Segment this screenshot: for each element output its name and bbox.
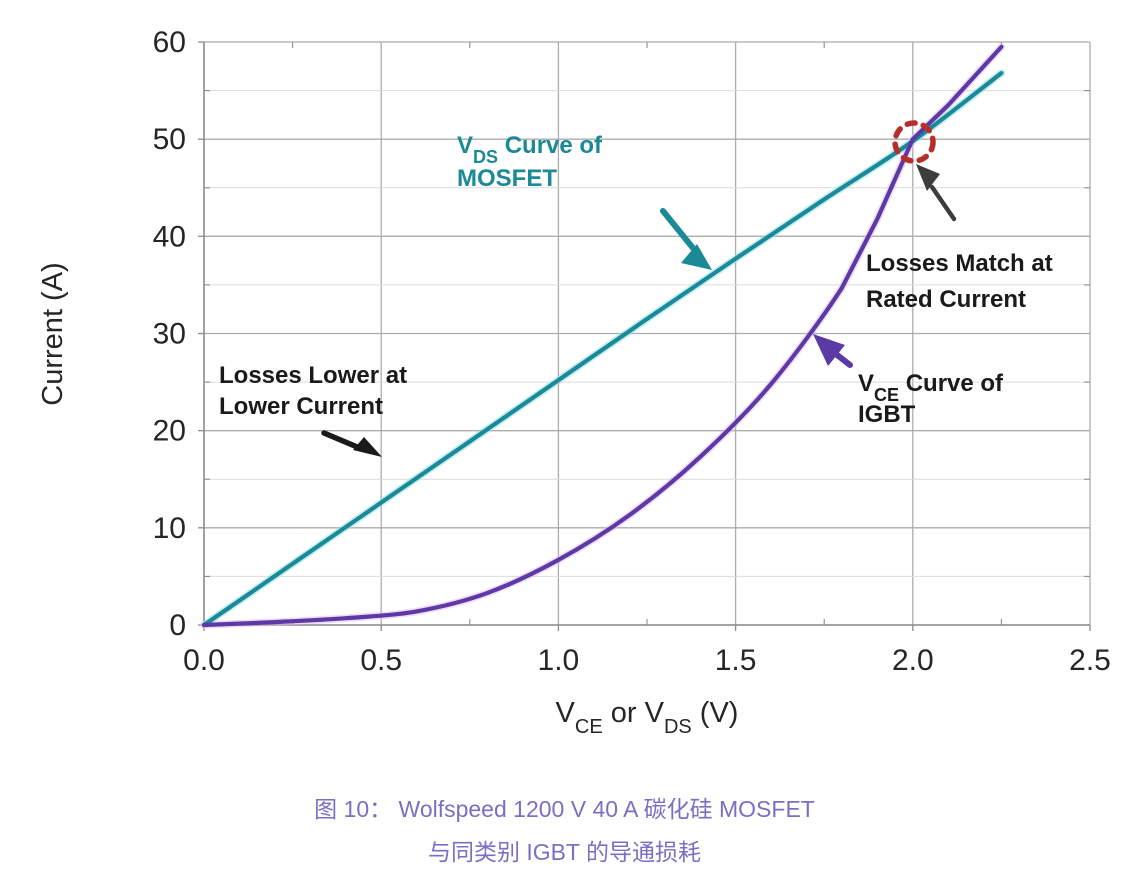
svg-text:与同类别 IGBT 的导通损耗: 与同类别 IGBT 的导通损耗: [428, 839, 701, 865]
svg-text:40: 40: [153, 220, 186, 253]
svg-text:50: 50: [153, 123, 186, 156]
svg-text:VDS Curve of: VDS Curve of: [457, 132, 603, 167]
svg-text:Losses Match at: Losses Match at: [866, 250, 1053, 277]
svg-text:Losses Lower at: Losses Lower at: [219, 362, 407, 389]
svg-text:0: 0: [169, 609, 186, 642]
svg-text:0.0: 0.0: [183, 644, 225, 677]
svg-text:30: 30: [153, 318, 186, 351]
svg-text:2.0: 2.0: [892, 644, 934, 677]
svg-text:10: 10: [153, 512, 186, 545]
svg-text:VCE Curve of: VCE Curve of: [858, 370, 1004, 405]
svg-text:2.5: 2.5: [1069, 644, 1111, 677]
svg-text:Rated Current: Rated Current: [866, 286, 1026, 313]
svg-text:60: 60: [153, 26, 186, 59]
svg-text:0.5: 0.5: [360, 644, 402, 677]
svg-text:图 10： Wolfspeed 1200 V 40 A 碳化: 图 10： Wolfspeed 1200 V 40 A 碳化硅 MOSFET: [314, 796, 815, 822]
svg-text:1.0: 1.0: [538, 644, 580, 677]
svg-text:Current (A): Current (A): [37, 262, 69, 405]
svg-text:1.5: 1.5: [715, 644, 757, 677]
svg-text:VCE or VDS (V): VCE or VDS (V): [556, 697, 739, 738]
svg-text:IGBT: IGBT: [858, 401, 916, 428]
svg-text:MOSFET: MOSFET: [457, 165, 557, 192]
svg-text:Lower Current: Lower Current: [219, 393, 383, 420]
svg-text:20: 20: [153, 415, 186, 448]
